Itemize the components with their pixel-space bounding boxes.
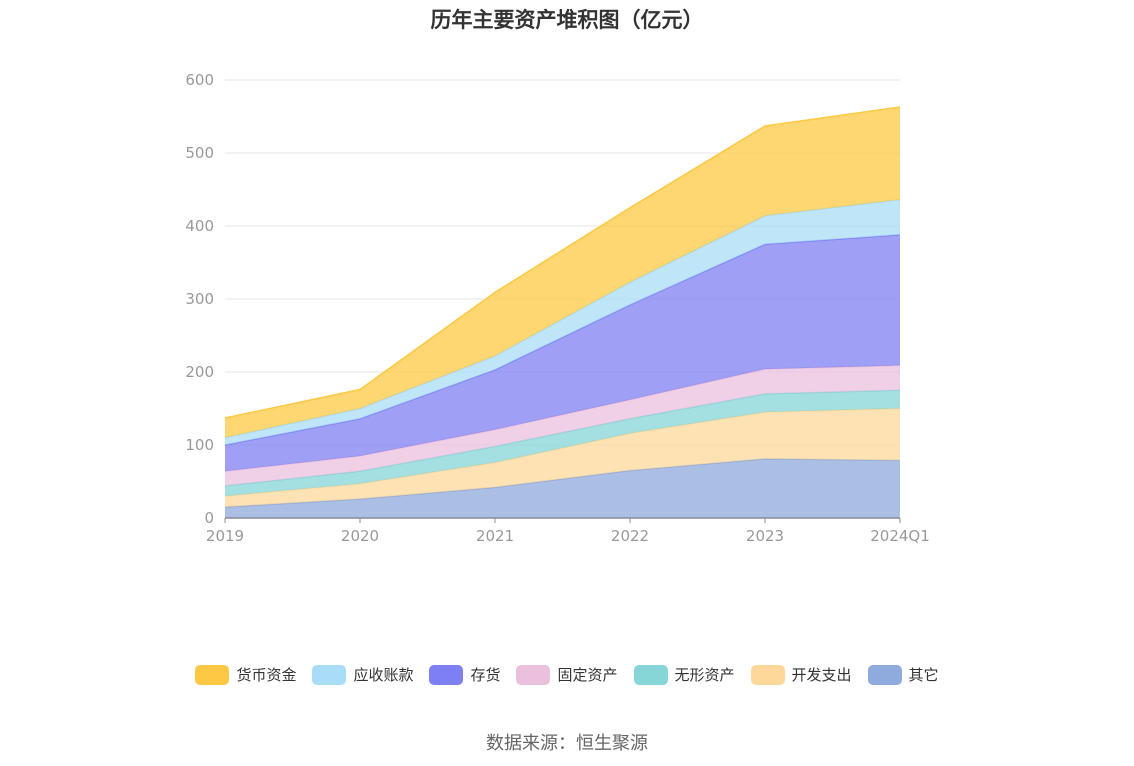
legend-swatch — [750, 664, 785, 685]
x-tick-label: 2021 — [476, 527, 514, 545]
legend-item-development-costs[interactable]: 开发支出 — [750, 664, 852, 685]
y-tick-label: 200 — [185, 363, 214, 381]
y-tick-label: 600 — [185, 71, 214, 89]
area-series-3[interactable] — [225, 365, 900, 486]
chart-title: 历年主要资产堆积图（亿元） — [430, 8, 704, 32]
legend-item-other[interactable]: 其它 — [867, 664, 939, 685]
legend-label: 货币资金 — [236, 666, 297, 684]
axes-group: 0 100 200 300 400 500 600 2019 2020 2021 2022 2023 2… — [185, 71, 929, 545]
legend-item-receivables[interactable]: 应收账款 — [312, 664, 413, 685]
legend-swatch — [633, 664, 668, 685]
legend-swatch — [867, 664, 902, 685]
area-series-line-0 — [224, 458, 901, 508]
area-series-0[interactable] — [225, 458, 900, 518]
y-tick-label: 400 — [185, 217, 214, 235]
x-tick-label: 2022 — [611, 527, 649, 545]
area-series-2[interactable] — [225, 390, 900, 497]
legend-item-cash[interactable]: 货币资金 — [195, 664, 296, 685]
y-tick-label: 100 — [185, 436, 214, 454]
legend-label: 固定资产 — [557, 666, 618, 684]
legend: 货币资金 应收账款 存货 固定资产 无形资产 开发支出 其它 — [0, 664, 1134, 685]
area-series-line-4 — [224, 234, 901, 446]
area-series-group — [224, 106, 901, 518]
x-tick-label: 2019 — [206, 527, 244, 545]
legend-swatch — [516, 664, 551, 685]
legend-item-fixed-assets[interactable]: 固定资产 — [516, 664, 618, 685]
legend-label: 其它 — [908, 666, 939, 684]
area-series-6[interactable] — [225, 107, 900, 438]
x-tick-label: 2023 — [746, 527, 784, 545]
x-tick-label: 2020 — [341, 527, 379, 545]
data-source: 数据来源：恒生聚源 — [486, 733, 648, 754]
legend-label: 存货 — [470, 666, 501, 684]
area-series-1[interactable] — [225, 408, 900, 508]
x-tick-label: 2024Q1 — [870, 527, 930, 545]
legend-swatch — [429, 664, 464, 685]
area-series-4[interactable] — [225, 234, 900, 472]
legend-swatch — [312, 664, 347, 685]
legend-swatch — [195, 664, 230, 685]
legend-label: 开发支出 — [791, 666, 852, 684]
area-series-5[interactable] — [225, 199, 900, 445]
y-tick-label: 500 — [185, 144, 214, 162]
y-tick-label: 300 — [185, 290, 214, 308]
legend-item-intangible-assets[interactable]: 无形资产 — [633, 664, 735, 685]
legend-label: 无形资产 — [674, 666, 735, 684]
y-tick-label: 0 — [204, 509, 214, 527]
legend-label: 应收账款 — [353, 666, 414, 684]
legend-item-inventory[interactable]: 存货 — [429, 664, 500, 685]
area-series-line-6 — [224, 106, 901, 419]
